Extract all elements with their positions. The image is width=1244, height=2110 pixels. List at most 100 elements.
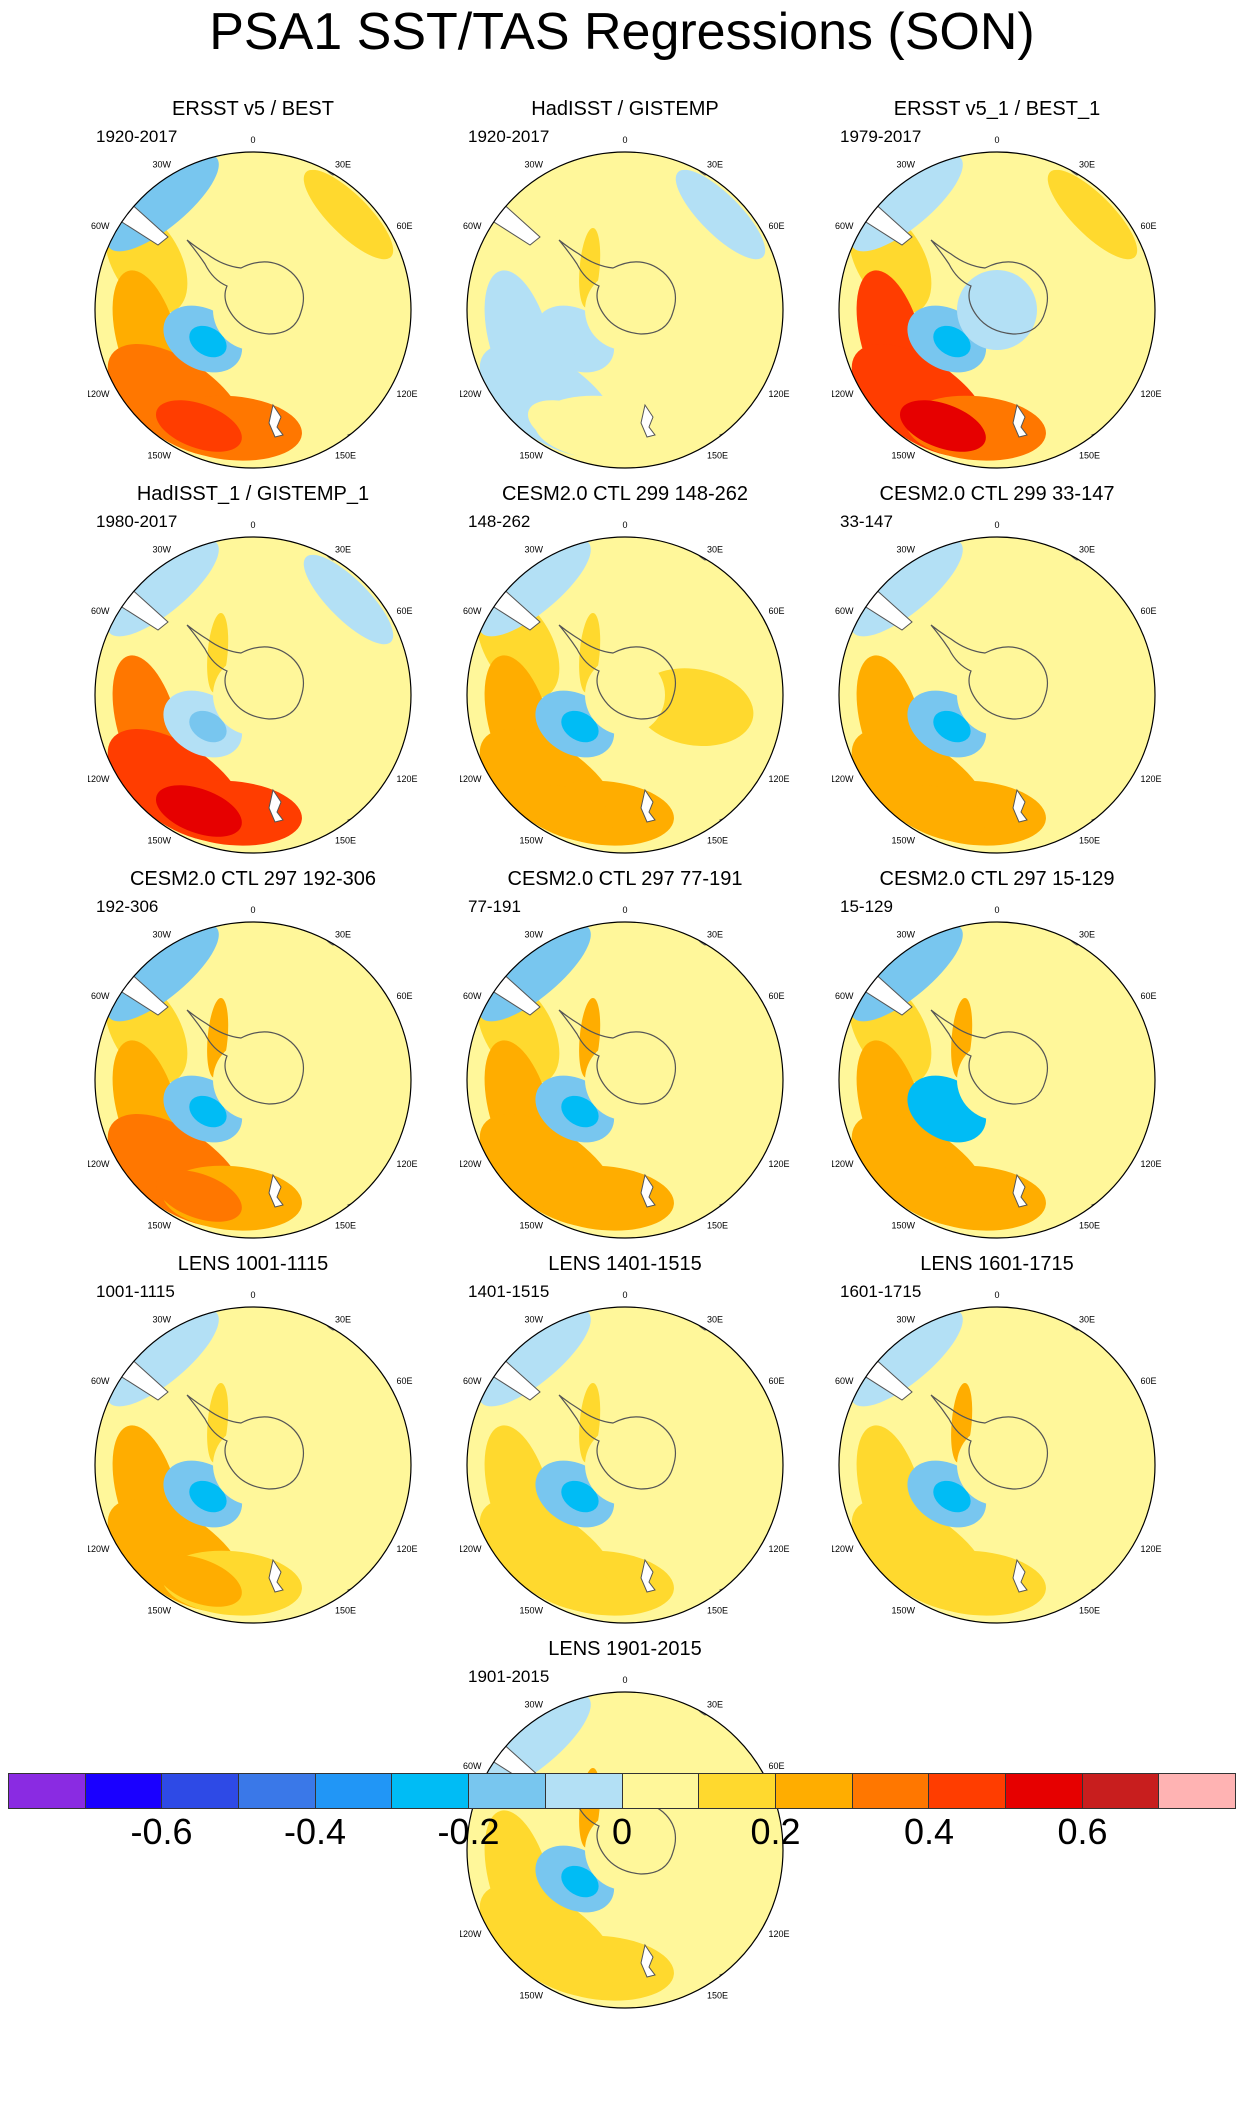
longitude-label: 180 xyxy=(617,477,632,478)
longitude-label: 30W xyxy=(896,1315,915,1325)
longitude-label: 60W xyxy=(463,1761,482,1771)
colorbar xyxy=(8,1773,1236,1809)
regression-contour xyxy=(561,325,599,358)
regression-contour xyxy=(303,1324,394,1415)
map-panel: 030E60E90E120E150E180150W120W90W60W30WER… xyxy=(88,98,418,478)
longitude-label: 60E xyxy=(396,221,412,231)
longitude-label: 150E xyxy=(335,450,356,460)
map-boundary xyxy=(466,536,784,854)
map-panel: 030E60E90E120E150E180150W120W90W60W30WLE… xyxy=(460,1253,790,1633)
longitude-label: 120W xyxy=(460,389,482,399)
longitude-label: 120E xyxy=(396,1544,417,1554)
polar-map: 030E60E90E120E150E180150W120W90W60W30W xyxy=(88,520,418,863)
longitude-label: 120W xyxy=(88,1159,110,1169)
longitude-label: 0 xyxy=(622,1675,627,1685)
new-zealand-coastline xyxy=(1012,788,1028,823)
longitude-label: 150W xyxy=(519,835,543,845)
panel-title: CESM2.0 CTL 297 15-129 xyxy=(879,868,1115,890)
map-boundary xyxy=(94,921,412,1239)
regression-contour xyxy=(527,400,614,452)
longitude-label: 120E xyxy=(768,1159,789,1169)
regression-contour xyxy=(1047,169,1138,260)
longitude-label: 60W xyxy=(835,221,854,231)
panel-period: 1979-2017 xyxy=(840,127,922,146)
longitude-label: 30W xyxy=(524,1315,543,1325)
longitude-label: 0 xyxy=(622,1290,627,1300)
panel-period: 1601-1715 xyxy=(840,1282,922,1301)
panel-title: LENS 1001-1115 xyxy=(177,1253,329,1275)
regression-contour xyxy=(213,1425,293,1505)
longitude-label: 60W xyxy=(463,991,482,1001)
panel-period: 33-147 xyxy=(840,512,893,531)
longitude-label: 120W xyxy=(460,774,482,784)
map-panel: 030E60E90E120E150E180150W120W90W60W30WCE… xyxy=(460,868,790,1248)
longitude-label: 30E xyxy=(1079,545,1095,555)
map-panel: 030E60E90E120E150E180150W120W90W60W30WCE… xyxy=(88,868,418,1248)
map-boundary xyxy=(838,536,1156,854)
regression-contour xyxy=(675,1324,766,1415)
regression-contour xyxy=(675,939,766,1030)
new-zealand-coastline xyxy=(640,788,656,823)
longitude-label: 150W xyxy=(891,1605,915,1615)
regression-contour xyxy=(189,710,227,743)
longitude-label: 30E xyxy=(335,1315,351,1325)
longitude-label: 120E xyxy=(768,1929,789,1939)
regression-contour xyxy=(585,1810,665,1890)
antarctica-coastline xyxy=(186,1394,304,1490)
map-boundary xyxy=(466,1691,784,2009)
panel-title: LENS 1401-1515 xyxy=(548,1253,702,1275)
longitude-label: 60E xyxy=(768,1376,784,1386)
longitude-label: 180 xyxy=(245,477,260,478)
antarctica-coastline xyxy=(558,1009,676,1105)
map-boundary xyxy=(466,921,784,1239)
longitude-label: 180 xyxy=(617,862,632,863)
map-panel: 030E60E90E120E150E180150W120W90W60W30WLE… xyxy=(88,1253,418,1633)
longitude-label: 0 xyxy=(622,135,627,145)
longitude-label: 150W xyxy=(519,450,543,460)
longitude-label: 150W xyxy=(891,1220,915,1230)
regression-contour xyxy=(933,1095,971,1128)
regression-contour xyxy=(899,785,986,837)
new-zealand-coastline xyxy=(1012,1173,1028,1208)
longitude-label: 30W xyxy=(524,545,543,555)
longitude-label: 60E xyxy=(396,606,412,616)
longitude-label: 120W xyxy=(460,1159,482,1169)
longitude-label: 150W xyxy=(519,1220,543,1230)
longitude-label: 120E xyxy=(396,1159,417,1169)
longitude-label: 120W xyxy=(460,1929,482,1939)
longitude-label: 60W xyxy=(91,991,110,1001)
regression-contour xyxy=(189,1095,227,1128)
colorbar-swatch xyxy=(239,1774,316,1808)
map-boundary xyxy=(838,921,1156,1239)
longitude-label: 120W xyxy=(88,1544,110,1554)
map-panel: 030E60E90E120E150E180150W120W90W60W30WLE… xyxy=(832,1253,1162,1633)
map-boundary xyxy=(466,1306,784,1624)
longitude-label: 30E xyxy=(1079,930,1095,940)
longitude-label: 120E xyxy=(768,1544,789,1554)
regression-contour xyxy=(1047,1324,1138,1415)
map-boundary xyxy=(466,151,784,469)
longitude-label: 0 xyxy=(994,135,999,145)
longitude-label: 150E xyxy=(335,1220,356,1230)
regression-contour xyxy=(189,1480,227,1513)
longitude-label: 150E xyxy=(1079,1605,1100,1615)
polar-map: 030E60E90E120E150E180150W120W90W60W30W xyxy=(460,520,790,863)
polar-map: 030E60E90E120E150E180150W120W90W60W30W xyxy=(460,1675,790,2018)
regression-contour xyxy=(585,655,665,735)
longitude-label: 30E xyxy=(1079,1315,1095,1325)
map-panel: 030E60E90E120E150E180150W120W90W60W30WCE… xyxy=(832,483,1162,863)
longitude-label: 180 xyxy=(245,1247,260,1248)
longitude-label: 30W xyxy=(896,545,915,555)
new-zealand-coastline xyxy=(1012,1558,1028,1593)
antarctica-coastline xyxy=(186,624,304,720)
new-zealand-coastline xyxy=(640,1558,656,1593)
longitude-label: 30E xyxy=(335,545,351,555)
panel-period: 1001-1115 xyxy=(96,1282,175,1301)
panel-title: CESM2.0 CTL 299 33-147 xyxy=(879,483,1115,505)
regression-contour xyxy=(675,169,766,260)
longitude-label: 180 xyxy=(989,477,1004,478)
panel-title: LENS 1601-1715 xyxy=(920,1253,1074,1275)
colorbar-swatch xyxy=(392,1774,470,1808)
longitude-label: 60E xyxy=(768,606,784,616)
panel-period: 15-129 xyxy=(840,897,893,916)
